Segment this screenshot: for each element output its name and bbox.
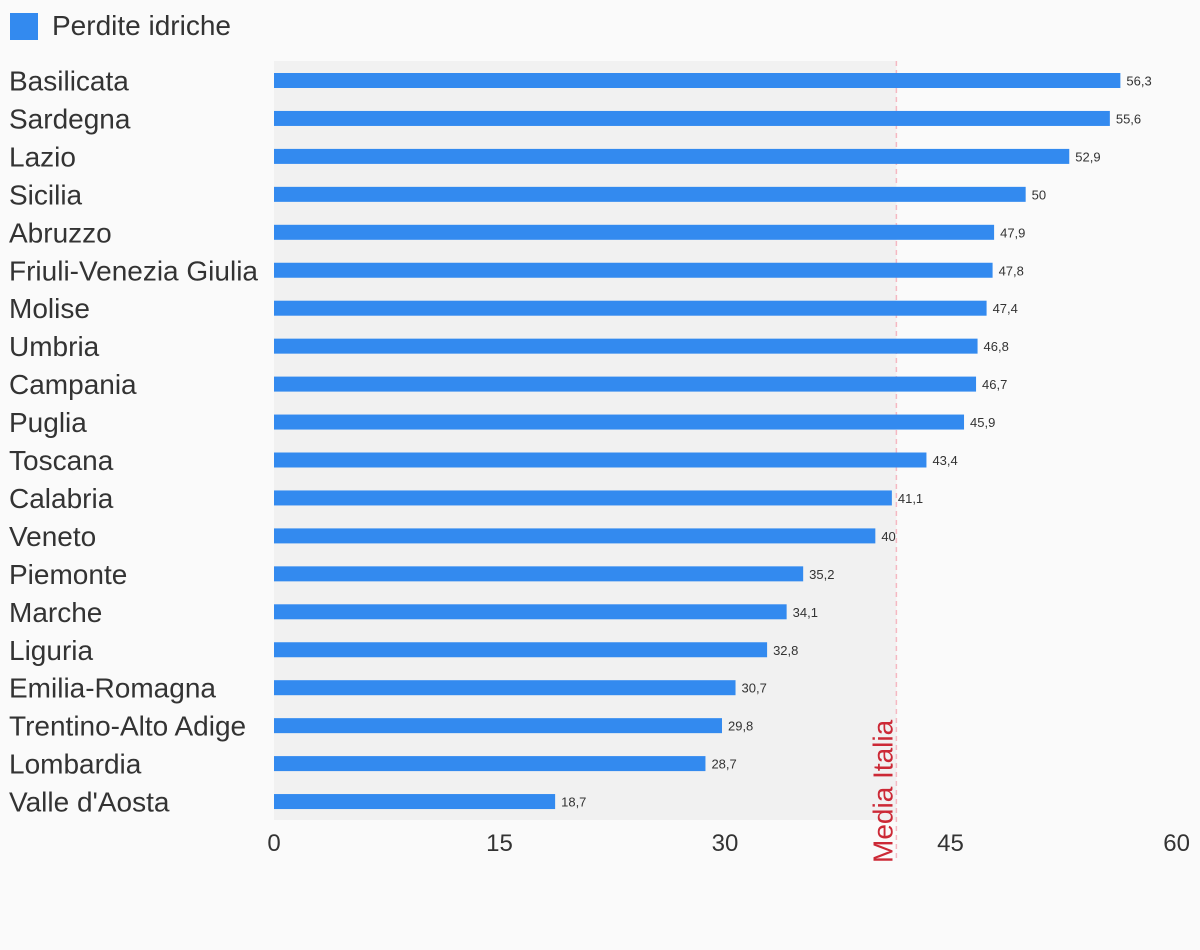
bar [274, 756, 706, 772]
category-label: Marche [9, 597, 102, 628]
category-label: Friuli-Venezia Giulia [9, 255, 258, 286]
bar [274, 566, 804, 582]
category-label: Veneto [9, 521, 96, 552]
x-tick-label: 60 [1163, 830, 1190, 857]
bar [274, 376, 977, 392]
legend-swatch [10, 12, 38, 40]
bar [274, 262, 993, 278]
below-average-region [274, 61, 897, 820]
category-label: Trentino-Alto Adige [9, 711, 246, 742]
bar [274, 604, 787, 620]
bar [274, 680, 736, 696]
legend-label: Perdite idriche [52, 10, 231, 41]
bar [274, 718, 722, 734]
bar [274, 794, 556, 810]
value-label: 43,4 [932, 453, 957, 468]
category-label: Campania [9, 369, 137, 400]
bar [274, 148, 1070, 164]
value-label: 47,9 [1000, 225, 1025, 240]
value-label: 35,2 [809, 567, 834, 582]
bar [274, 528, 876, 544]
x-tick-label: 30 [712, 830, 739, 857]
category-label: Lombardia [9, 749, 142, 780]
category-label: Sardegna [9, 103, 131, 134]
value-label: 56,3 [1126, 74, 1151, 89]
value-label: 47,4 [993, 301, 1018, 316]
x-tick-label: 0 [267, 830, 280, 857]
value-label: 46,8 [984, 339, 1009, 354]
x-tick-label: 15 [486, 830, 513, 857]
category-label: Liguria [9, 635, 93, 666]
category-label: Piemonte [9, 559, 127, 590]
category-label: Puglia [9, 407, 87, 438]
bar [274, 73, 1121, 88]
value-label: 32,8 [773, 643, 798, 658]
value-label: 40 [881, 529, 895, 544]
value-label: 50 [1032, 187, 1046, 202]
value-label: 28,7 [711, 757, 736, 772]
value-label: 46,7 [982, 377, 1007, 392]
value-label: 34,1 [793, 605, 818, 620]
category-label: Umbria [9, 331, 100, 362]
category-label: Valle d'Aosta [9, 787, 170, 818]
category-label: Lazio [9, 141, 76, 172]
category-label: Sicilia [9, 179, 83, 210]
value-label: 30,7 [742, 681, 767, 696]
category-label: Emilia-Romagna [9, 673, 216, 704]
bar [274, 338, 978, 354]
bar [274, 224, 995, 240]
bar [274, 452, 927, 468]
category-label: Molise [9, 293, 90, 324]
bar [274, 490, 892, 506]
x-tick-label: 45 [937, 830, 964, 857]
value-label: 18,7 [561, 795, 586, 810]
value-label: 41,1 [898, 491, 923, 506]
bar [274, 110, 1110, 126]
bar [274, 414, 965, 430]
value-label: 45,9 [970, 415, 995, 430]
category-label: Basilicata [9, 66, 129, 97]
value-label: 29,8 [728, 719, 753, 734]
category-label: Toscana [9, 445, 114, 476]
value-label: 52,9 [1075, 149, 1100, 164]
legend: Perdite idriche [10, 10, 231, 42]
category-label: Abruzzo [9, 217, 112, 248]
value-label: 55,6 [1116, 111, 1141, 126]
bar [274, 642, 768, 658]
reference-line-label: Media Italia [867, 719, 898, 863]
bar [274, 300, 987, 316]
value-label: 47,8 [999, 263, 1024, 278]
bar [274, 186, 1026, 202]
category-label: Calabria [9, 483, 114, 514]
